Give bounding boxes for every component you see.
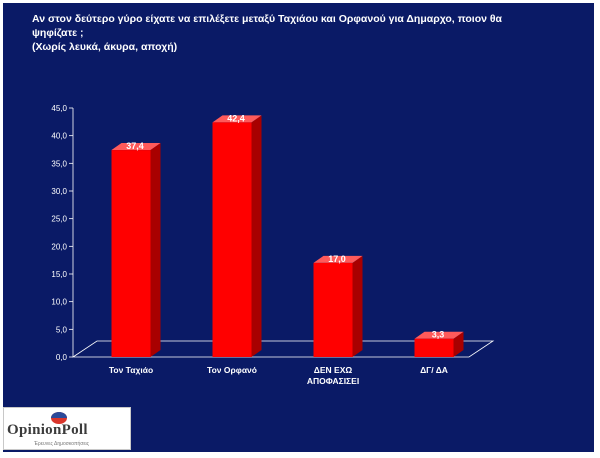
bar-top — [111, 143, 161, 151]
y-tick-label: 0,0 — [56, 353, 68, 362]
category-label: ΔΓ/ ΔΑ — [420, 365, 448, 375]
bar — [313, 262, 353, 357]
title-line-1: Αν στον δεύτερο γύρο είχατε να επιλέξετε… — [32, 13, 502, 25]
bar — [111, 150, 151, 357]
bar-side — [150, 143, 161, 357]
bar — [414, 338, 454, 357]
category-label: Τον Ταχιάο — [109, 365, 153, 375]
bar-side — [352, 255, 363, 357]
logo-wordmark: OpinionPoll — [7, 422, 88, 438]
y-tick-label: 45,0 — [51, 104, 67, 113]
bar-side — [453, 331, 464, 357]
category-label: ΑΠΟΦΑΣΙΣΕΙ — [307, 376, 359, 386]
title-line-2: ψηφίζατε ; — [32, 27, 84, 39]
title-line-3: (Χωρίς λευκά, άκυρα, αποχή) — [32, 41, 178, 53]
slide-background — [3, 3, 594, 452]
data-label: 3,3 — [432, 330, 445, 340]
logo-subtitle: Έρευνες Δημοσκοπήσεις — [34, 441, 90, 447]
bar-side — [251, 115, 262, 358]
opinionpoll-logo: OpinionPoll Έρευνες Δημοσκοπήσεις — [3, 407, 131, 450]
logo-globe-icon — [51, 412, 67, 424]
bar-top — [414, 331, 464, 339]
data-label: 37,4 — [126, 141, 144, 151]
y-tick-label: 25,0 — [51, 215, 67, 224]
y-tick-label: 40,0 — [51, 132, 67, 141]
chart-title: Αν στον δεύτερο γύρο είχατε να επιλέξετε… — [32, 12, 572, 54]
data-label: 17,0 — [328, 254, 346, 264]
bar-top — [212, 115, 262, 123]
y-tick-label: 15,0 — [51, 270, 67, 279]
y-tick-label: 5,0 — [56, 325, 68, 334]
category-label: Τον Ορφανό — [207, 365, 257, 375]
y-tick-label: 35,0 — [51, 159, 67, 168]
bar — [212, 122, 252, 358]
category-label: ΔΕΝ ΕΧΩ — [314, 365, 353, 375]
y-tick-label: 30,0 — [51, 187, 67, 196]
data-label: 42,4 — [227, 113, 245, 123]
y-tick-label: 10,0 — [51, 298, 67, 307]
bar-top — [313, 255, 363, 263]
y-tick-label: 20,0 — [51, 242, 67, 251]
